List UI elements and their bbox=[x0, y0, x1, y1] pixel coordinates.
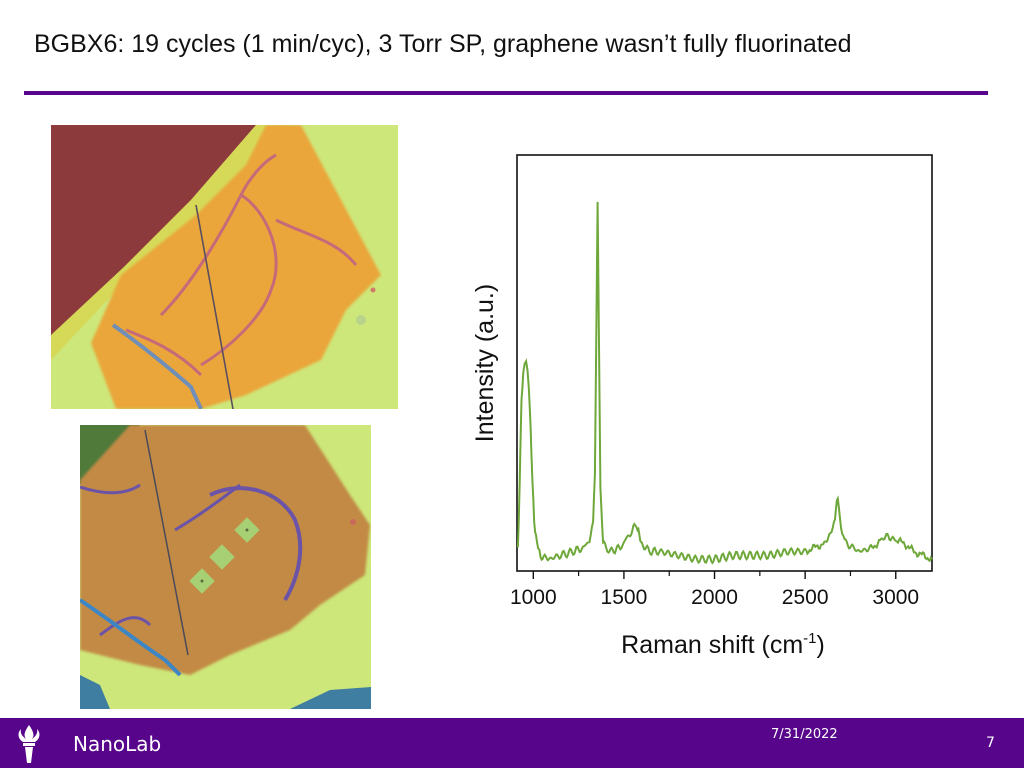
series-layer bbox=[516, 201, 933, 565]
footer-bar: NanoLab 7/31/2022 7 bbox=[0, 718, 1024, 768]
torch-icon bbox=[18, 725, 40, 763]
footer-organization: NanoLab bbox=[73, 732, 162, 756]
optical-micrograph-bottom bbox=[80, 425, 371, 709]
optical-micrograph-top bbox=[51, 125, 398, 409]
y-axis-title: Intensity (a.u.) bbox=[471, 284, 499, 442]
slide-title: BGBX6: 19 cycles (1 min/cyc), 3 Torr SP,… bbox=[34, 30, 852, 58]
x-axis-title-main: Raman shift (cm bbox=[621, 631, 803, 659]
x-axis-title-close: ) bbox=[817, 631, 825, 659]
x-tick-label: 2500 bbox=[782, 586, 829, 609]
x-axis-ticks: 1000 1500 2000 2500 3000 bbox=[510, 571, 919, 609]
page-number: 7 bbox=[986, 735, 995, 751]
x-tick-label: 2000 bbox=[691, 586, 738, 609]
plot-frame bbox=[516, 154, 933, 572]
raman-spectrum-chart: 1000 1500 2000 2500 3000 Intensity (a.u.) Ra… bbox=[471, 154, 933, 659]
x-axis-title: Raman shift (cm-1) bbox=[621, 630, 825, 659]
x-tick-label: 1000 bbox=[510, 586, 557, 609]
title-divider bbox=[24, 91, 988, 95]
x-tick-label: 1500 bbox=[601, 586, 648, 609]
spectrum-line-0 bbox=[516, 201, 933, 565]
x-tick-label: 3000 bbox=[872, 586, 919, 609]
x-axis-title-superscript: -1 bbox=[803, 630, 816, 647]
footer-date: 7/31/2022 bbox=[771, 727, 838, 742]
